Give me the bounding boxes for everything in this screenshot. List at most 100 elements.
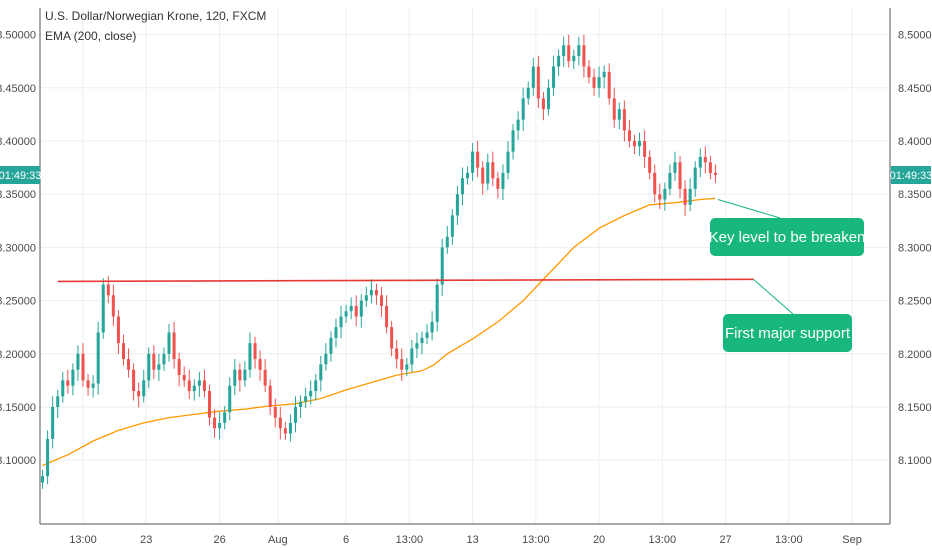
candle-body — [167, 332, 171, 354]
candle-body — [334, 327, 338, 338]
candle-body — [612, 98, 616, 120]
candle-body — [228, 385, 232, 413]
candle-body — [299, 401, 303, 407]
candle-body — [435, 284, 439, 322]
y-tick-label-left: 8.15000 — [0, 402, 36, 414]
candle-body — [263, 369, 267, 386]
candle-body — [142, 380, 146, 397]
candle-body — [592, 77, 596, 88]
candle-body — [562, 45, 566, 56]
candle-body — [238, 369, 242, 381]
callout-pointer — [753, 278, 794, 315]
price-tag-left — [0, 166, 40, 185]
price-tag-right — [891, 166, 931, 185]
candle-body — [420, 337, 424, 344]
candle-body — [61, 380, 65, 397]
x-tick-label: 26 — [213, 534, 225, 546]
candle-body — [137, 391, 141, 397]
candle-body — [708, 162, 712, 173]
candle-body — [385, 305, 389, 328]
candle-body — [162, 353, 166, 365]
y-tick-label-right: 8.35000 — [898, 189, 932, 201]
candle-body — [395, 348, 399, 360]
candle-body — [425, 332, 429, 338]
candle-body — [213, 417, 217, 429]
y-tick-label-left: 8.50000 — [0, 30, 36, 42]
candle-body — [314, 380, 318, 392]
candle-body — [557, 55, 561, 67]
candle-body — [147, 353, 151, 381]
candle-body — [319, 364, 323, 381]
candle-body — [46, 438, 50, 477]
y-tick-label-right: 8.15000 — [898, 402, 932, 414]
candle-body — [278, 417, 282, 429]
candle-body — [339, 316, 343, 328]
candle-body — [207, 391, 212, 418]
candle-body — [531, 66, 535, 88]
x-tick-label: 27 — [719, 534, 731, 546]
x-tick-label: Aug — [268, 534, 288, 546]
support-line-group — [57, 278, 754, 283]
candle-body — [602, 71, 606, 78]
candle-body — [71, 369, 75, 386]
callout-box — [710, 218, 864, 256]
y-tick-label-right: 8.25000 — [898, 296, 932, 308]
candle-body — [273, 406, 277, 418]
candle-body — [511, 130, 515, 152]
candle-body — [309, 391, 313, 397]
candle-body — [572, 55, 576, 62]
candle-body — [344, 311, 348, 317]
x-tick-label: 13:00 — [522, 534, 550, 546]
y-tick-label-left: 8.20000 — [0, 349, 36, 361]
y-tick-label-right: 8.30000 — [898, 242, 932, 254]
grid — [40, 8, 890, 524]
candle-body — [445, 236, 449, 248]
candle-body — [152, 353, 156, 370]
annotations: Key level to be breaken First major suppo… — [709, 199, 865, 352]
candle-body — [415, 343, 419, 349]
candle-body — [653, 172, 657, 195]
candle-body — [101, 284, 105, 333]
candle-body — [202, 380, 206, 392]
candle-body — [617, 109, 621, 120]
candle-body — [329, 337, 333, 354]
candle-body — [703, 156, 707, 163]
candle-body — [359, 300, 363, 317]
y-tick-label-right: 8.45000 — [898, 83, 932, 95]
candle-body — [506, 151, 510, 173]
candle-body — [632, 140, 637, 147]
candle-body — [111, 295, 115, 317]
candle-body — [41, 476, 45, 483]
price-tag-right-text: 01:49:33 — [890, 170, 932, 182]
candle-body — [698, 156, 702, 168]
candle-body — [501, 172, 505, 189]
candle-body — [471, 151, 475, 173]
x-tick-label: 13 — [466, 534, 478, 546]
candle-body — [66, 380, 70, 386]
candle-body — [86, 380, 90, 388]
candle-body — [177, 359, 181, 376]
candle-body — [496, 178, 500, 189]
y-tick-label-right: 8.10000 — [898, 455, 932, 467]
candle-body — [668, 172, 672, 189]
candle-body — [693, 167, 697, 189]
candle-body — [607, 71, 611, 99]
candle-body — [91, 383, 95, 388]
x-tick-label: 13:00 — [649, 534, 677, 546]
candle-body — [233, 369, 237, 386]
candle-body — [127, 359, 131, 370]
candle-body — [81, 353, 85, 381]
candle-body — [223, 412, 227, 423]
candle-body — [440, 247, 444, 285]
candle-body — [364, 295, 368, 301]
x-tick-label: 20 — [593, 534, 605, 546]
candle-body — [713, 172, 717, 176]
candles — [41, 34, 717, 489]
candle-body — [627, 130, 631, 141]
candle-body — [577, 45, 581, 56]
candle-body — [683, 188, 687, 205]
candle-body — [466, 172, 470, 179]
candle-body — [132, 369, 136, 392]
axes: 8.10000 8.10000 8.15000 8.15000 8.20000 8.200… — [0, 8, 932, 546]
